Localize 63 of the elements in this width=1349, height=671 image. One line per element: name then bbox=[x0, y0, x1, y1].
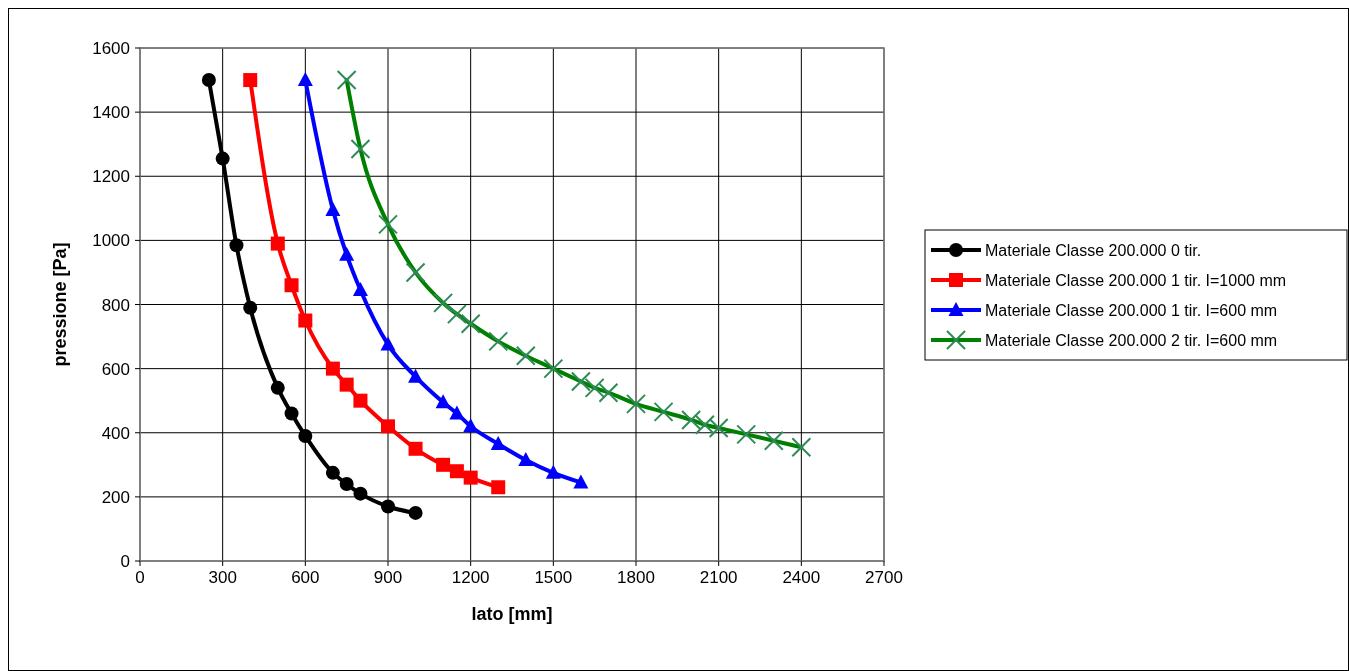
y-tick-label: 400 bbox=[101, 423, 130, 443]
point bbox=[352, 282, 368, 297]
point bbox=[284, 406, 299, 421]
point bbox=[490, 435, 506, 450]
x-tick-label: 600 bbox=[291, 568, 320, 587]
point bbox=[339, 246, 355, 261]
point bbox=[215, 151, 230, 166]
point bbox=[449, 464, 464, 479]
point bbox=[339, 377, 354, 392]
point bbox=[380, 336, 396, 351]
point bbox=[436, 457, 451, 472]
legend-label: Materiale Classe 200.000 2 tir. I=600 mm bbox=[985, 332, 1278, 349]
point bbox=[229, 238, 244, 253]
point bbox=[463, 470, 478, 485]
y-tick-label: 800 bbox=[101, 295, 130, 315]
point bbox=[435, 394, 451, 409]
point bbox=[573, 474, 589, 489]
point bbox=[297, 72, 313, 87]
point bbox=[545, 464, 561, 479]
x-tick-label: 300 bbox=[208, 568, 237, 587]
x-tick-label: 2700 bbox=[865, 568, 903, 587]
point bbox=[325, 465, 340, 480]
point bbox=[243, 73, 258, 88]
point bbox=[408, 505, 423, 520]
legend-label: Materiale Classe 200.000 1 tir. I=1000 mm bbox=[985, 272, 1287, 289]
point bbox=[325, 361, 340, 376]
x-tick-label: 900 bbox=[373, 568, 403, 587]
point bbox=[463, 418, 479, 433]
point bbox=[201, 73, 216, 88]
y-tick-label: 600 bbox=[101, 359, 130, 379]
x-tick-label: 1200 bbox=[451, 568, 490, 587]
x-tick-label: 0 bbox=[135, 568, 145, 587]
x-tick-label: 2100 bbox=[699, 568, 738, 587]
point bbox=[325, 201, 341, 216]
point bbox=[408, 368, 424, 383]
x-tick-label: 2400 bbox=[782, 568, 821, 587]
point bbox=[381, 499, 395, 514]
y-tick-label: 1000 bbox=[92, 231, 130, 251]
x-tick-label: 1500 bbox=[534, 568, 573, 587]
point bbox=[408, 441, 423, 456]
point bbox=[298, 313, 313, 328]
x-axis-title: lato [mm] bbox=[471, 604, 553, 624]
y-tick-label: 1200 bbox=[92, 167, 130, 187]
point bbox=[449, 405, 465, 420]
point bbox=[284, 278, 299, 293]
y-tick-label: 1600 bbox=[92, 39, 130, 58]
x-tick-label: 1800 bbox=[617, 568, 655, 587]
point bbox=[353, 393, 368, 408]
point bbox=[491, 480, 506, 495]
y-tick-label: 200 bbox=[101, 487, 130, 507]
point bbox=[298, 428, 313, 443]
point bbox=[381, 419, 395, 434]
point bbox=[270, 380, 285, 395]
point bbox=[353, 486, 368, 501]
y-tick-label: 0 bbox=[120, 552, 130, 571]
legend-label: Materiale Classe 200.000 0 tir. bbox=[985, 242, 1202, 259]
legend-label: Materiale Classe 200.000 1 tir. I=600 mm bbox=[985, 302, 1278, 319]
y-tick-label: 1400 bbox=[92, 103, 130, 123]
point bbox=[270, 236, 285, 251]
point bbox=[243, 300, 258, 315]
y-axis-title: pressione [Pa] bbox=[50, 242, 70, 367]
point bbox=[518, 452, 534, 466]
point bbox=[339, 477, 354, 492]
